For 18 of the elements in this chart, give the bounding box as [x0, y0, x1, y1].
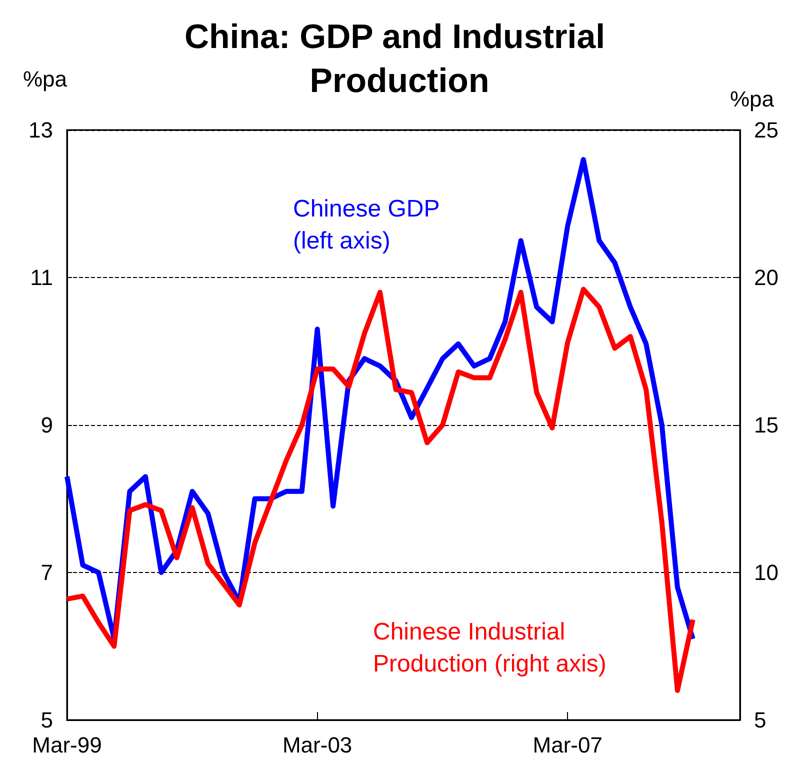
y2-tick-label: 5 [754, 708, 766, 732]
text: Chinese GDP (left axis) [293, 196, 440, 254]
text: Chinese Industrial Production (right axis) [373, 618, 606, 678]
y2-axis-title: %pa [730, 86, 775, 112]
y2-tick-label: 25 [754, 118, 778, 142]
chart-title: China: GDP and Industrial Production [184, 18, 615, 100]
y-tick-label: 7 [40, 560, 53, 585]
y2-tick-label: 10 [754, 560, 778, 585]
y-axis-title: %pa [22, 66, 68, 92]
x-tick-label: Mar-99 [32, 732, 102, 758]
x-tick-label: Mar-03 [282, 732, 352, 758]
x-tick-label: Mar-07 [532, 732, 602, 758]
y-tick-label: 9 [40, 412, 53, 438]
y-tick-label: 5 [40, 708, 53, 732]
y2-tick-label: 20 [754, 265, 778, 290]
y-tick-label: 13 [28, 118, 53, 142]
y-tick-label: 11 [30, 265, 53, 290]
y2-tick-label: 15 [754, 412, 778, 438]
